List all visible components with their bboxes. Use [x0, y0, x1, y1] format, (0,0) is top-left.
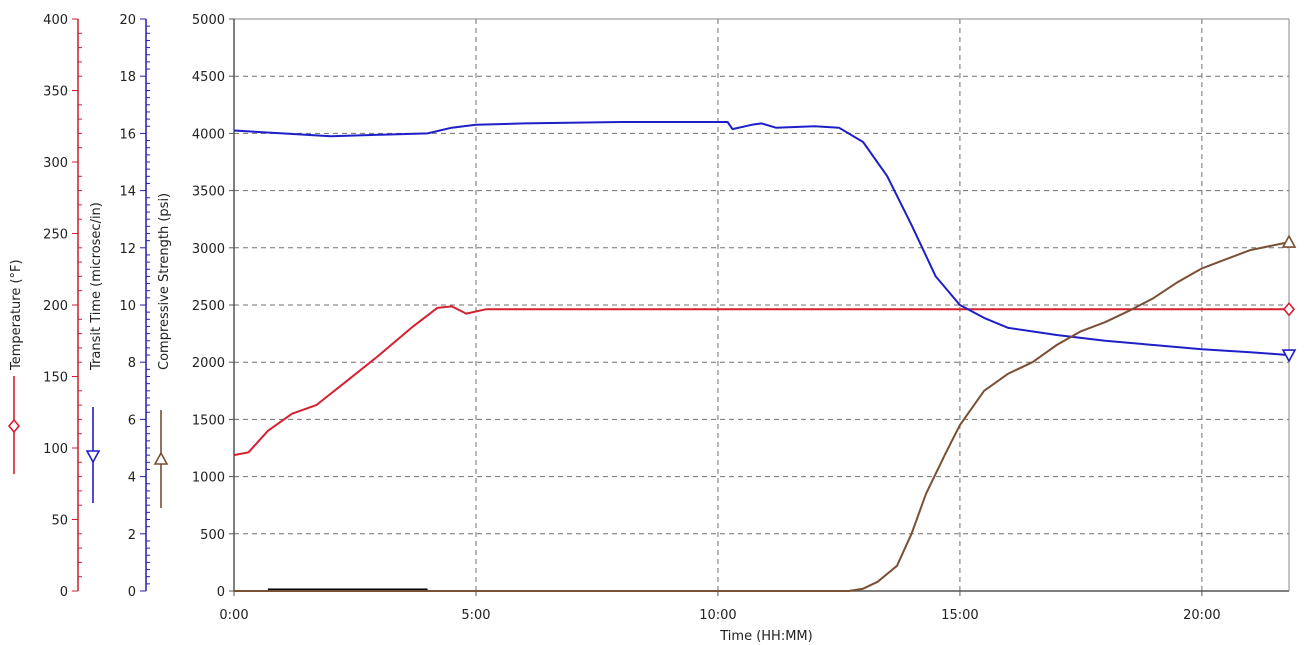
grid	[234, 19, 1289, 591]
legend-layer: Temperature (°F) Transit Time (microsec/i…	[7, 193, 172, 508]
transit-tick-label-1: 2	[128, 528, 136, 543]
temperature-tick-label-6: 300	[43, 156, 68, 171]
strength-legend-marker	[153, 451, 169, 465]
transit-tick-label-0: 0	[128, 585, 136, 600]
transit-tick-label-9: 18	[119, 70, 136, 85]
transit-series-line	[233, 121, 1290, 357]
x-tick-label-2: 10:00	[699, 608, 736, 623]
transit-tick-label-10: 20	[119, 13, 136, 28]
strength-tick-label-5: 2500	[192, 299, 225, 314]
transit-tick-label-8: 16	[119, 127, 136, 142]
transit-tick-label-4: 8	[128, 356, 136, 371]
temperature-tick-label-8: 400	[43, 13, 68, 28]
transit-tick-label-6: 12	[119, 242, 136, 257]
strength-tick-label-7: 3500	[192, 185, 225, 200]
strength-tick-label-10: 5000	[192, 13, 225, 28]
transit-end-marker	[1281, 349, 1297, 363]
strength-tick-label-6: 3000	[192, 242, 225, 257]
transit-legend-marker	[85, 450, 101, 464]
x-tick-label-3: 15:00	[941, 608, 978, 623]
temperature-end-marker	[1282, 302, 1296, 317]
temperature-tick-label-3: 150	[43, 371, 68, 386]
strength-series-line	[234, 241, 1290, 592]
temperature-tick-label-2: 100	[43, 442, 68, 457]
x-tick-label-1: 5:00	[461, 608, 490, 623]
transit-tick-label-3: 6	[128, 413, 136, 428]
strength-tick-label-3: 1500	[192, 413, 225, 428]
strength-tick-label-9: 4500	[192, 70, 225, 85]
temperature-series-line	[233, 305, 1289, 457]
temperature-tick-label-4: 200	[43, 299, 68, 314]
strength-tick-label-2: 1000	[192, 471, 225, 486]
plot-border	[234, 18, 1290, 592]
temperature-tick-label-5: 250	[43, 228, 68, 243]
strength-end-marker	[1281, 234, 1297, 248]
strength-tick-label-1: 500	[200, 528, 225, 543]
transit-axis-title: Transit Time (microsec/in)	[89, 202, 104, 371]
x-axis-label: Time (HH:MM)	[719, 629, 812, 644]
strength-tick-label-0: 0	[217, 585, 225, 600]
transit-tick-label-5: 10	[119, 299, 136, 314]
temperature-legend-marker	[7, 418, 21, 434]
transit-tick-label-7: 14	[119, 185, 136, 200]
temperature-tick-label-0: 0	[60, 585, 68, 600]
axes: 0500100015002000250030003500400045005000…	[43, 13, 1220, 644]
temperature-tick-label-7: 350	[43, 85, 68, 100]
strength-axis-title: Compressive Strength (psi)	[157, 193, 172, 370]
strength-tick-label-4: 2000	[192, 356, 225, 371]
x-tick-label-0: 0:00	[219, 608, 248, 623]
markers-layer	[1281, 234, 1297, 363]
transit-tick-label-2: 4	[128, 471, 136, 486]
temperature-tick-label-1: 50	[51, 514, 68, 529]
x-tick-label-4: 20:00	[1183, 608, 1220, 623]
series-layer	[233, 121, 1290, 592]
temperature-axis-title: Temperature (°F)	[9, 259, 24, 371]
strength-tick-label-8: 4000	[192, 127, 225, 142]
